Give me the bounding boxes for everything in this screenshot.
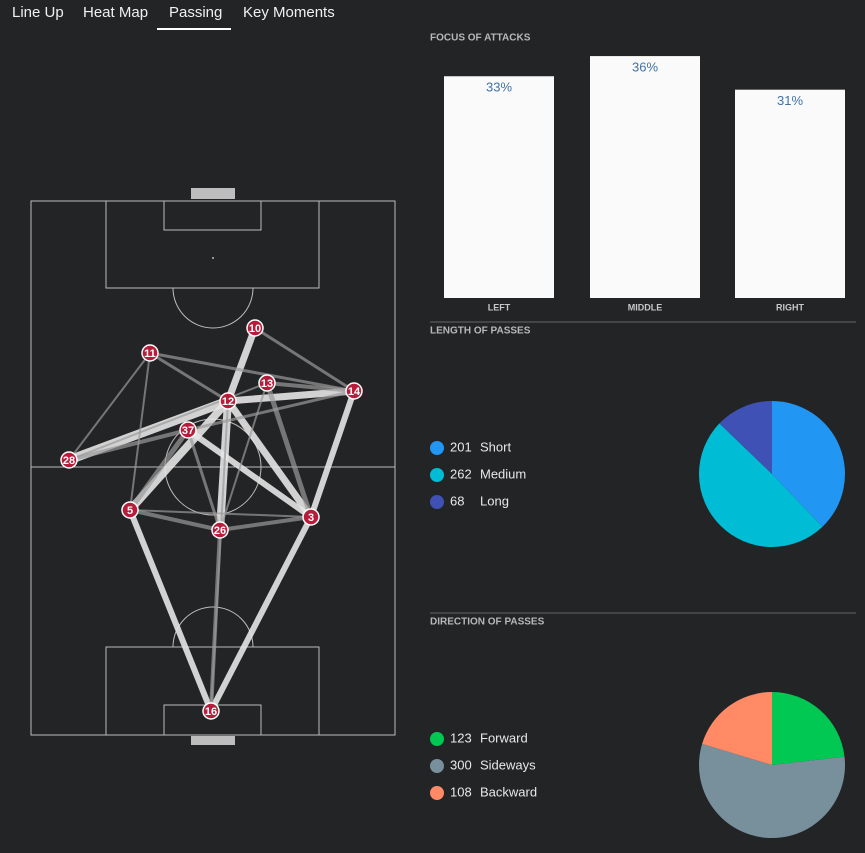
legend-swatch [430,495,444,509]
section-title: LENGTH OF PASSES [430,326,531,337]
pass-link [186,429,222,531]
player-number: 26 [214,525,226,537]
pass-link [127,398,231,513]
player-number: 5 [127,505,133,517]
pie-slice [772,692,845,765]
bar-category: RIGHT [776,302,805,312]
bar-value-label: 33% [486,80,512,95]
pass-link [129,508,221,532]
pass-link [308,390,357,518]
pie-slice [702,692,772,765]
pie-slice [699,743,845,839]
player-marker [219,392,237,410]
player-marker [60,451,78,469]
pass-link [219,382,268,531]
tab[interactable]: Line Up [12,4,64,21]
legend-name: Sideways [480,757,536,772]
player-marker [258,374,276,392]
pass-link [149,351,229,403]
legend-value: 108 [450,784,472,799]
bar-value-label: 31% [777,93,803,108]
penalty-box [105,200,320,289]
legend-swatch [430,441,444,455]
legend-swatch [430,759,444,773]
pass-link [149,351,355,393]
player-number: 12 [222,396,234,408]
player-number: 10 [249,323,261,335]
pass-link [129,509,312,518]
pass-link [68,352,151,461]
tab[interactable]: Key Moments [243,4,335,21]
tab[interactable]: Heat Map [83,4,148,21]
player-marker [302,508,320,526]
pass-link [225,398,314,520]
bar-value-label: 36% [632,60,658,75]
legend-name: Forward [480,730,528,745]
penalty-spot [212,257,214,259]
player-marker [141,344,159,362]
section-title: DIRECTION OF PASSES [430,617,545,628]
legend-value: 68 [450,493,464,508]
tab[interactable]: Passing [169,4,222,21]
player-number: 11 [144,348,156,360]
pass-network: 10 11 13 14 12 37 28 5 26 3 16 [60,319,363,720]
goal [191,736,235,745]
pass-link [208,515,314,713]
section-title: FOCUS OF ATTACKS [430,33,531,44]
player-number: 16 [205,706,217,718]
pass-link [129,352,151,511]
penalty-arc [172,287,254,329]
bar-category: LEFT [488,302,511,312]
player-number: 28 [63,455,75,467]
pass-link [254,326,355,393]
player-number: 14 [348,386,361,398]
legend-name: Medium [480,466,526,481]
pass-link [68,428,189,462]
pass-link [210,400,229,712]
goal [191,188,235,199]
legend-name: Backward [480,784,537,799]
player-number: 37 [182,425,194,437]
pass-link [219,515,312,532]
legend-swatch [430,468,444,482]
legend-name: Short [480,439,511,454]
legend-value: 262 [450,466,472,481]
bar [590,56,700,298]
pass-link [186,427,313,520]
pass-link [224,326,259,403]
player-marker [211,521,229,539]
player-marker [202,702,220,720]
pass-link [227,387,355,405]
legend-name: Long [480,493,509,508]
pie-slice [698,423,823,548]
pie-slice [719,401,772,474]
bar [444,76,554,299]
pass-link [187,389,355,432]
player-marker [345,382,363,400]
legend-swatch [430,786,444,800]
pie-slice [772,401,845,527]
legend-value: 123 [450,730,472,745]
player-marker [179,421,197,439]
player-number: 3 [308,512,314,524]
bar [735,89,845,299]
legend-value: 201 [450,439,472,454]
legend-value: 300 [450,757,472,772]
goal-area [163,200,262,231]
pass-link [127,428,191,512]
pass-link [127,508,214,713]
legend-swatch [430,732,444,746]
bar-category: MIDDLE [628,302,663,312]
player-number: 13 [261,378,273,390]
player-marker [121,501,139,519]
player-marker [246,319,264,337]
pass-link [264,382,314,518]
